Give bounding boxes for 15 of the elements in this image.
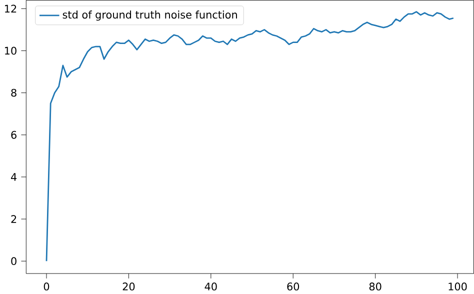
y-tick-label: 8 xyxy=(11,88,16,97)
x-tick-label: 40 xyxy=(204,282,217,290)
legend-label: std of ground truth noise function xyxy=(62,10,237,20)
y-tick-label: 10 xyxy=(5,46,16,55)
x-tick-label: 0 xyxy=(44,282,50,290)
x-tick-label: 20 xyxy=(122,282,135,290)
x-tick-label: 60 xyxy=(287,282,300,290)
y-tick-label: 12 xyxy=(5,4,16,12)
y-tick-label: 2 xyxy=(11,215,16,223)
y-tick-label: 4 xyxy=(10,173,17,181)
x-tick-label: 80 xyxy=(369,282,382,290)
y-tick-label: 0 xyxy=(11,257,16,265)
line-series xyxy=(46,10,454,262)
x-tick-label: 100 xyxy=(448,282,467,290)
y-tick-label: 6 xyxy=(11,130,16,139)
